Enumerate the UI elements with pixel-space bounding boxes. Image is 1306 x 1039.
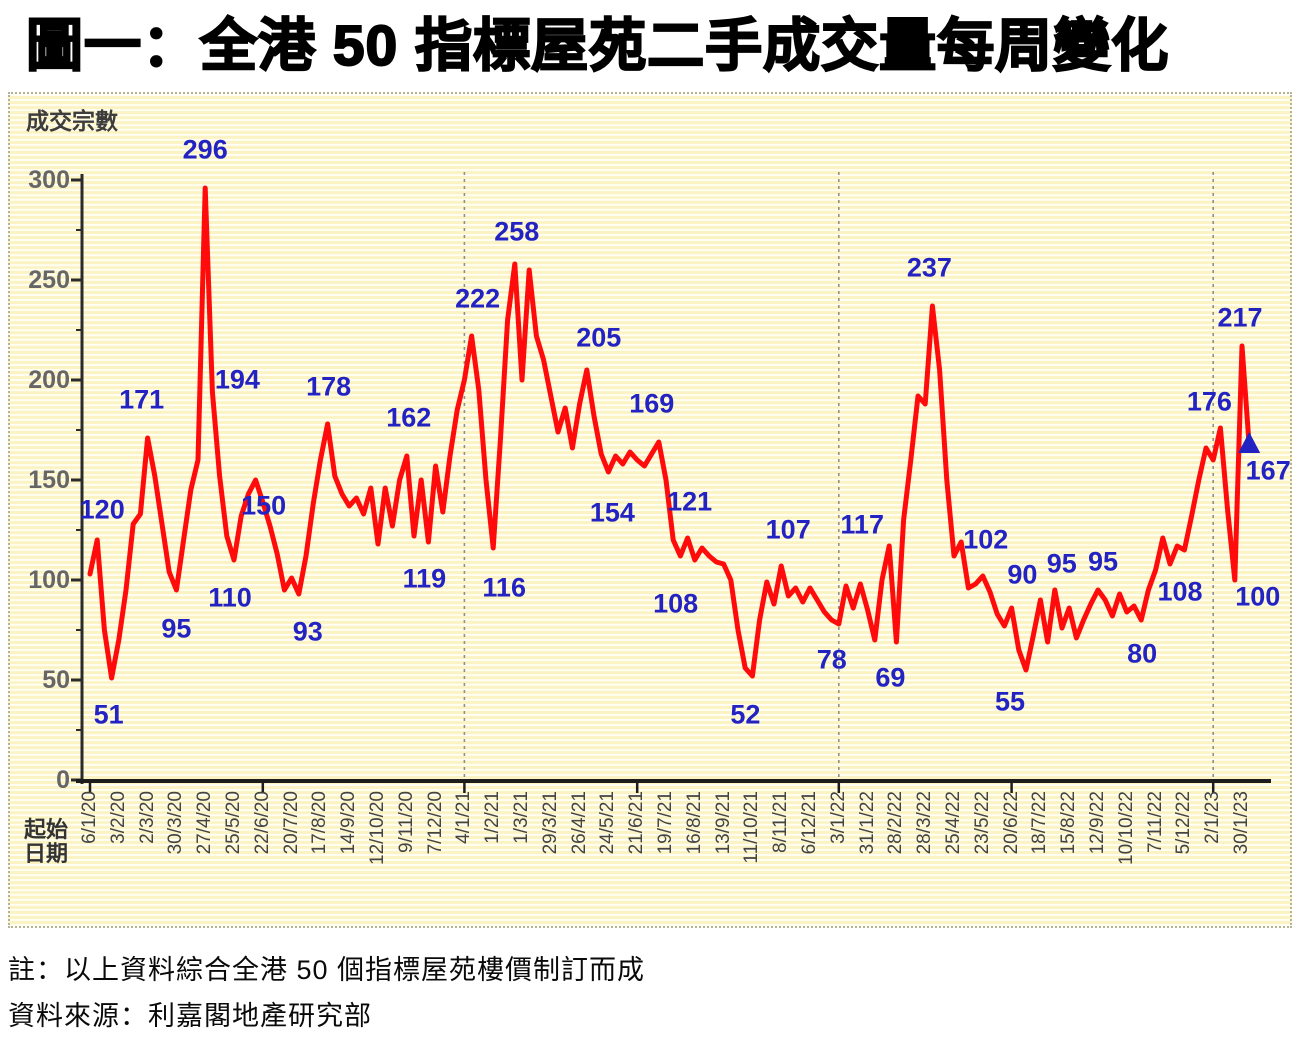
x-tick-label: 18/7/22 <box>1029 791 1051 855</box>
x-tick-label: 13/9/21 <box>712 791 734 855</box>
x-axis-title-line1: 起始 <box>24 817 69 842</box>
data-point-value-label: 176 <box>1186 386 1232 417</box>
data-point-value-label: 205 <box>576 322 622 353</box>
x-tick-label: 12/10/20 <box>367 791 388 865</box>
x-axis-title: 起始 日期 <box>24 818 68 866</box>
data-point-value-label: 258 <box>494 216 540 247</box>
data-point-value-label: 100 <box>1235 581 1281 612</box>
data-point-value-label: 120 <box>79 494 125 525</box>
x-tick-label: 27/4/20 <box>194 791 216 855</box>
x-tick-label: 3/1/22 <box>827 791 849 844</box>
data-point-value-label: 167 <box>1245 455 1291 486</box>
footnote-source: 資料來源：利嘉閣地產研究部 <box>8 1001 372 1031</box>
data-point-value-label: 162 <box>386 402 432 433</box>
x-axis-title-line2: 日期 <box>24 841 69 866</box>
y-tick-label: 250 <box>28 266 70 294</box>
data-point-value-label: 90 <box>1007 559 1038 590</box>
x-tick-label: 5/12/22 <box>1173 791 1195 855</box>
y-axis-unit-label: 成交宗數 <box>26 108 118 134</box>
x-tick-label: 9/11/20 <box>395 791 417 853</box>
data-point-value-label: 169 <box>629 388 675 419</box>
x-tick-label: 17/8/20 <box>309 791 331 855</box>
transactions-line-series <box>87 185 1252 681</box>
data-point-value-label: 95 <box>161 613 192 644</box>
x-tick-label: 30/1/23 <box>1231 791 1252 855</box>
data-point-value-label: 102 <box>963 524 1009 555</box>
y-tick-label: 300 <box>28 166 70 194</box>
x-tick-label: 28/2/22 <box>885 791 907 855</box>
data-point-value-label: 95 <box>1046 548 1077 579</box>
x-tick-label: 23/5/22 <box>971 791 993 855</box>
y-tick-label: 0 <box>56 766 70 794</box>
data-point-value-label: 117 <box>840 509 884 540</box>
data-point-value-label: 222 <box>455 283 501 314</box>
x-axis-line <box>76 779 1271 783</box>
x-tick-label: 21/6/21 <box>626 791 648 855</box>
x-tick-label: 1/3/21 <box>511 791 532 844</box>
x-tick-label: 15/8/22 <box>1058 791 1080 855</box>
data-point-value-label: 107 <box>765 514 811 545</box>
y-tick-label: 200 <box>28 366 70 394</box>
x-tick-label: 7/11/22 <box>1144 791 1166 853</box>
x-tick-label: 8/11/21 <box>770 791 792 853</box>
x-tick-label: 14/9/20 <box>338 791 360 855</box>
data-point-value-label: 93 <box>292 616 323 647</box>
x-tick-label: 28/3/22 <box>914 791 936 855</box>
x-tick-label: 24/5/21 <box>597 791 619 855</box>
data-point-value-label: 78 <box>816 644 847 675</box>
x-tick-label: 25/5/20 <box>223 791 244 855</box>
x-tick-label: 20/6/22 <box>1000 791 1022 855</box>
data-point-value-label: 55 <box>994 686 1026 717</box>
data-point-value-label: 237 <box>906 252 952 283</box>
x-tick-label: 16/8/21 <box>683 791 705 855</box>
y-tick-label: 150 <box>28 466 70 494</box>
data-point-value-label: 116 <box>482 572 526 603</box>
data-point-value-label: 171 <box>119 384 165 415</box>
x-tick-label: 3/2/20 <box>107 791 129 844</box>
data-point-value-label: 52 <box>730 699 761 730</box>
chart-title: 圖一：全港 50 指標屋苑二手成交量每周變化 <box>25 13 1170 79</box>
x-tick-label: 2/1/23 <box>1202 791 1224 844</box>
x-tick-label: 19/7/21 <box>655 791 676 855</box>
x-tick-label: 6/12/21 <box>799 791 820 855</box>
data-point-value-label: 69 <box>875 662 906 693</box>
data-point-value-label: 95 <box>1087 546 1119 577</box>
data-point-value-label: 108 <box>1157 576 1203 607</box>
data-point-value-label: 154 <box>589 497 635 528</box>
x-tick-label: 22/6/20 <box>251 791 273 855</box>
data-point-value-label: 80 <box>1127 638 1158 669</box>
x-tick-label: 11/10/21 <box>741 791 763 864</box>
x-tick-label: 6/1/20 <box>79 791 100 844</box>
x-tick-label: 4/1/21 <box>453 791 475 844</box>
x-tick-label: 30/3/20 <box>165 791 187 855</box>
x-tick-label: 7/12/20 <box>424 791 446 855</box>
data-point-value-label: 108 <box>653 588 699 619</box>
x-tick-label: 12/9/22 <box>1087 791 1108 855</box>
data-point-value-label: 150 <box>241 490 287 521</box>
data-point-value-label: 217 <box>1217 302 1263 333</box>
chart-panel: 成交宗數 0 50 100 150 200 250 300 6/1/20 3/2/20 2/3/… <box>8 92 1292 928</box>
x-tick-label: 29/3/21 <box>539 791 561 855</box>
data-point-value-label: 119 <box>402 563 447 594</box>
data-point-value-label: 296 <box>182 134 228 165</box>
x-tick-label: 10/10/22 <box>1115 791 1137 865</box>
y-tick-label: 50 <box>42 666 70 694</box>
data-point-value-label: 51 <box>93 699 124 730</box>
y-tick-label: 100 <box>28 566 70 594</box>
x-tick-label: 20/7/20 <box>280 791 302 855</box>
data-point-value-label: 110 <box>208 582 252 613</box>
data-point-value-label: 194 <box>214 364 260 395</box>
x-tick-label: 2/3/20 <box>136 791 158 844</box>
footnote-note: 註：以上資料綜合全港 50 個指標屋苑樓價制訂而成 <box>8 955 646 985</box>
plot-svg <box>71 172 1271 793</box>
latest-point-triangle-marker <box>1238 432 1261 453</box>
x-tick-label: 25/4/22 <box>943 791 964 855</box>
data-point-value-label: 121 <box>667 486 713 517</box>
x-tick-label: 26/4/21 <box>568 791 590 855</box>
x-tick-label: 31/1/22 <box>856 791 878 855</box>
data-point-value-label: 178 <box>306 371 352 402</box>
x-tick-label: 1/2/21 <box>482 791 504 844</box>
